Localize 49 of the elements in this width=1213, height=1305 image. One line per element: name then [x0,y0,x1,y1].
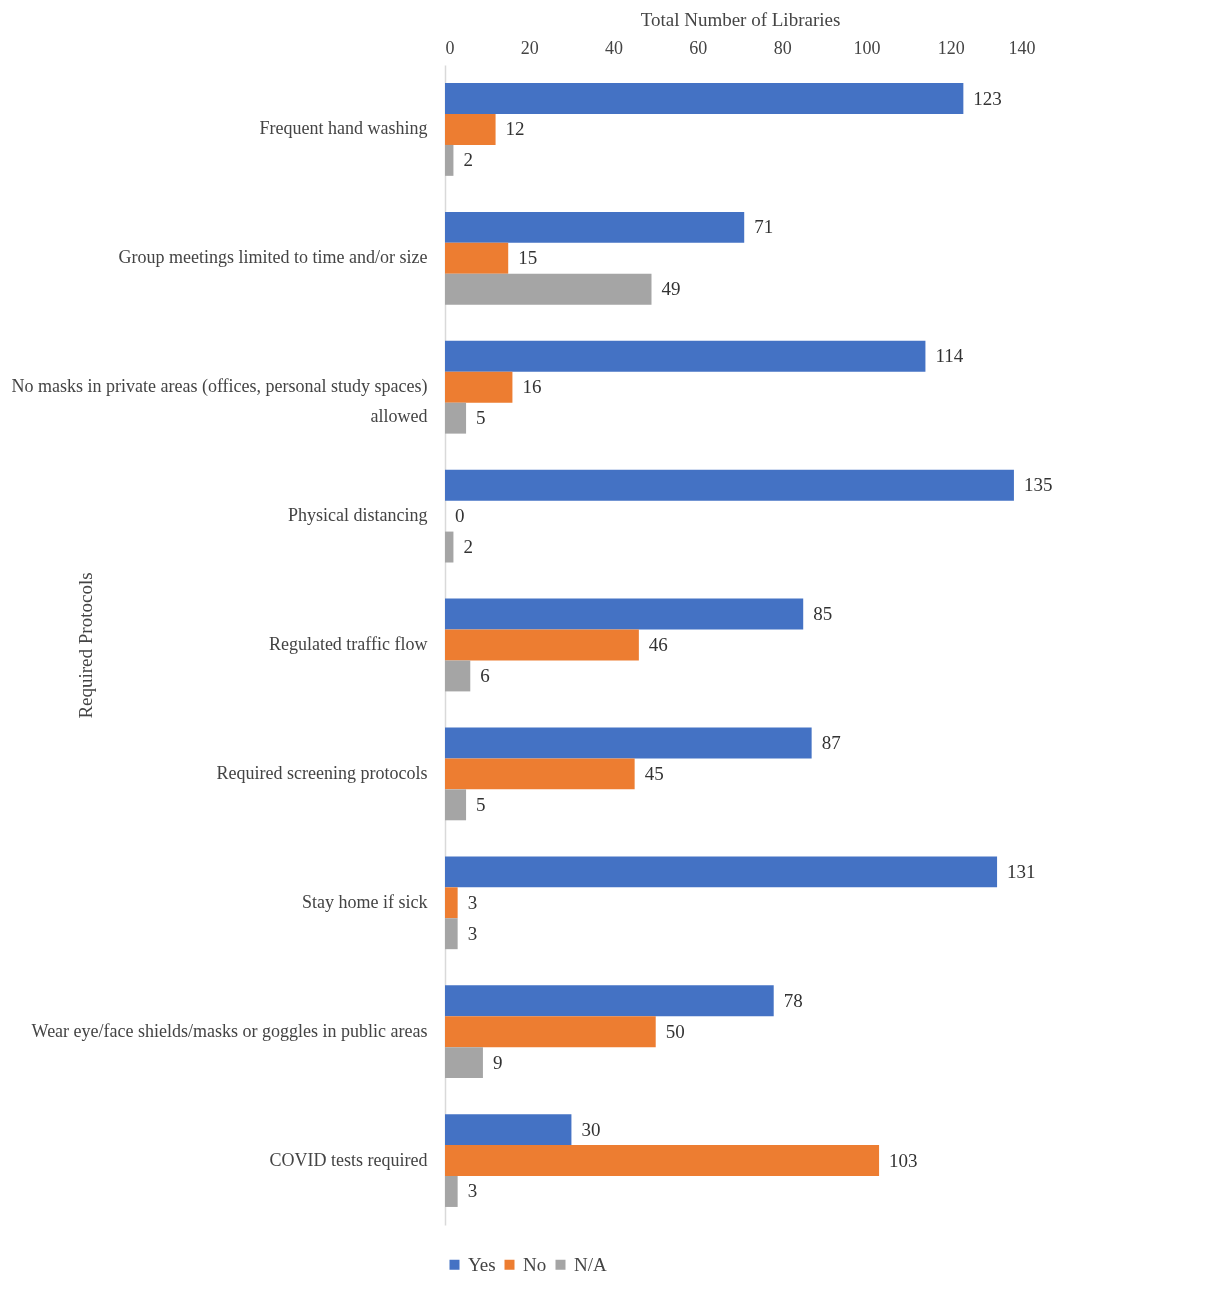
y-tick-label: Physical distancing [288,505,428,526]
data-label: 131 [1007,860,1036,882]
legend-label: Yes [468,1253,496,1275]
x-tick-label: 0 [445,37,455,58]
y-tick-label: Frequent hand washing [259,118,428,139]
y-tick-label: Required screening protocols [216,762,428,783]
y-tick-label: Group meetings limited to time and/or size [118,247,428,268]
x-tick-label: 120 [937,37,965,58]
data-label: 85 [813,603,833,625]
data-label: 3 [467,922,478,944]
y-tick-label: Regulated traffic flow [268,634,428,654]
data-label: 15 [518,247,538,269]
data-label: 49 [661,278,681,300]
x-tick-label: 140 [1008,37,1036,58]
data-label: 2 [463,536,473,558]
data-label: 6 [480,664,490,686]
data-label: 123 [973,87,1002,109]
data-label: 114 [935,345,964,367]
data-label: 30 [581,1118,601,1140]
x-tick-label: 40 [605,37,624,58]
data-label: 3 [467,1180,478,1202]
y-tick-label: No masks in private areas (offices, personal study spaces) allowed [11,376,428,427]
data-label: 16 [522,376,542,398]
data-label: 5 [476,793,486,815]
y-tick-label: Stay home if sick [302,891,428,912]
data-label: 12 [505,118,525,140]
y-tick-label: Wear eye/face shields/masks or goggles in public areas [31,1020,428,1041]
data-label: 71 [754,216,774,238]
data-label: 135 [1023,474,1053,496]
x-tick-label: 80 [773,37,792,58]
data-label: 2 [463,149,473,171]
x-tick-label: 20 [520,37,539,58]
data-label: 5 [476,407,486,429]
data-label: 87 [821,731,841,753]
data-label: 46 [648,634,668,655]
x-axis-title: Total Number of Libraries [640,8,841,30]
data-label: 0 [455,505,465,527]
y-axis-title: Required Protocols [74,572,96,719]
data-label: 9 [492,1051,503,1073]
data-label: 3 [467,891,478,913]
legend-label: N/A [574,1253,607,1275]
data-label: 103 [889,1149,918,1171]
data-label: 50 [665,1020,685,1042]
legend-label: No [523,1253,547,1275]
x-tick-label: 100 [853,37,881,58]
y-tick-label: COVID tests required [269,1149,428,1170]
data-label: 78 [783,989,803,1011]
data-label: 45 [644,762,664,784]
x-tick-label: 60 [689,37,708,58]
